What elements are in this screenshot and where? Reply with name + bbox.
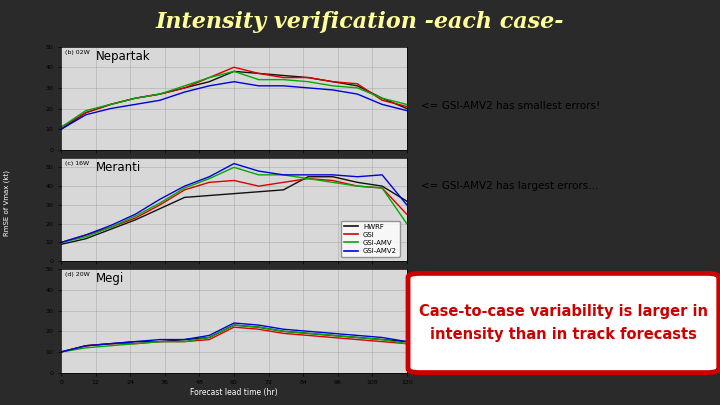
Text: Meranti: Meranti [96,161,141,174]
Text: (b) 02W: (b) 02W [65,50,89,55]
X-axis label: Forecast lead time (hr): Forecast lead time (hr) [190,388,278,397]
Text: <= GSI-AMV2 has largest errors...: <= GSI-AMV2 has largest errors... [421,181,598,191]
Legend: HWRF, GSI, GSI-AMV, GSI-AMV2: HWRF, GSI, GSI-AMV, GSI-AMV2 [341,221,400,257]
Text: Case-to-case variability is larger in
intensity than in track forecasts: Case-to-case variability is larger in in… [419,305,708,341]
FancyBboxPatch shape [408,273,719,373]
Text: Nepartak: Nepartak [96,50,150,63]
Text: (c) 16W: (c) 16W [65,161,89,166]
Text: RmSE of Vmax (kt): RmSE of Vmax (kt) [4,170,11,235]
Text: (d) 20W: (d) 20W [65,273,89,277]
Text: <= GSI-AMV2 has smallest errors!: <= GSI-AMV2 has smallest errors! [421,101,600,111]
Text: Intensity verification -each case-: Intensity verification -each case- [156,11,564,33]
Text: Megi: Megi [96,273,124,286]
